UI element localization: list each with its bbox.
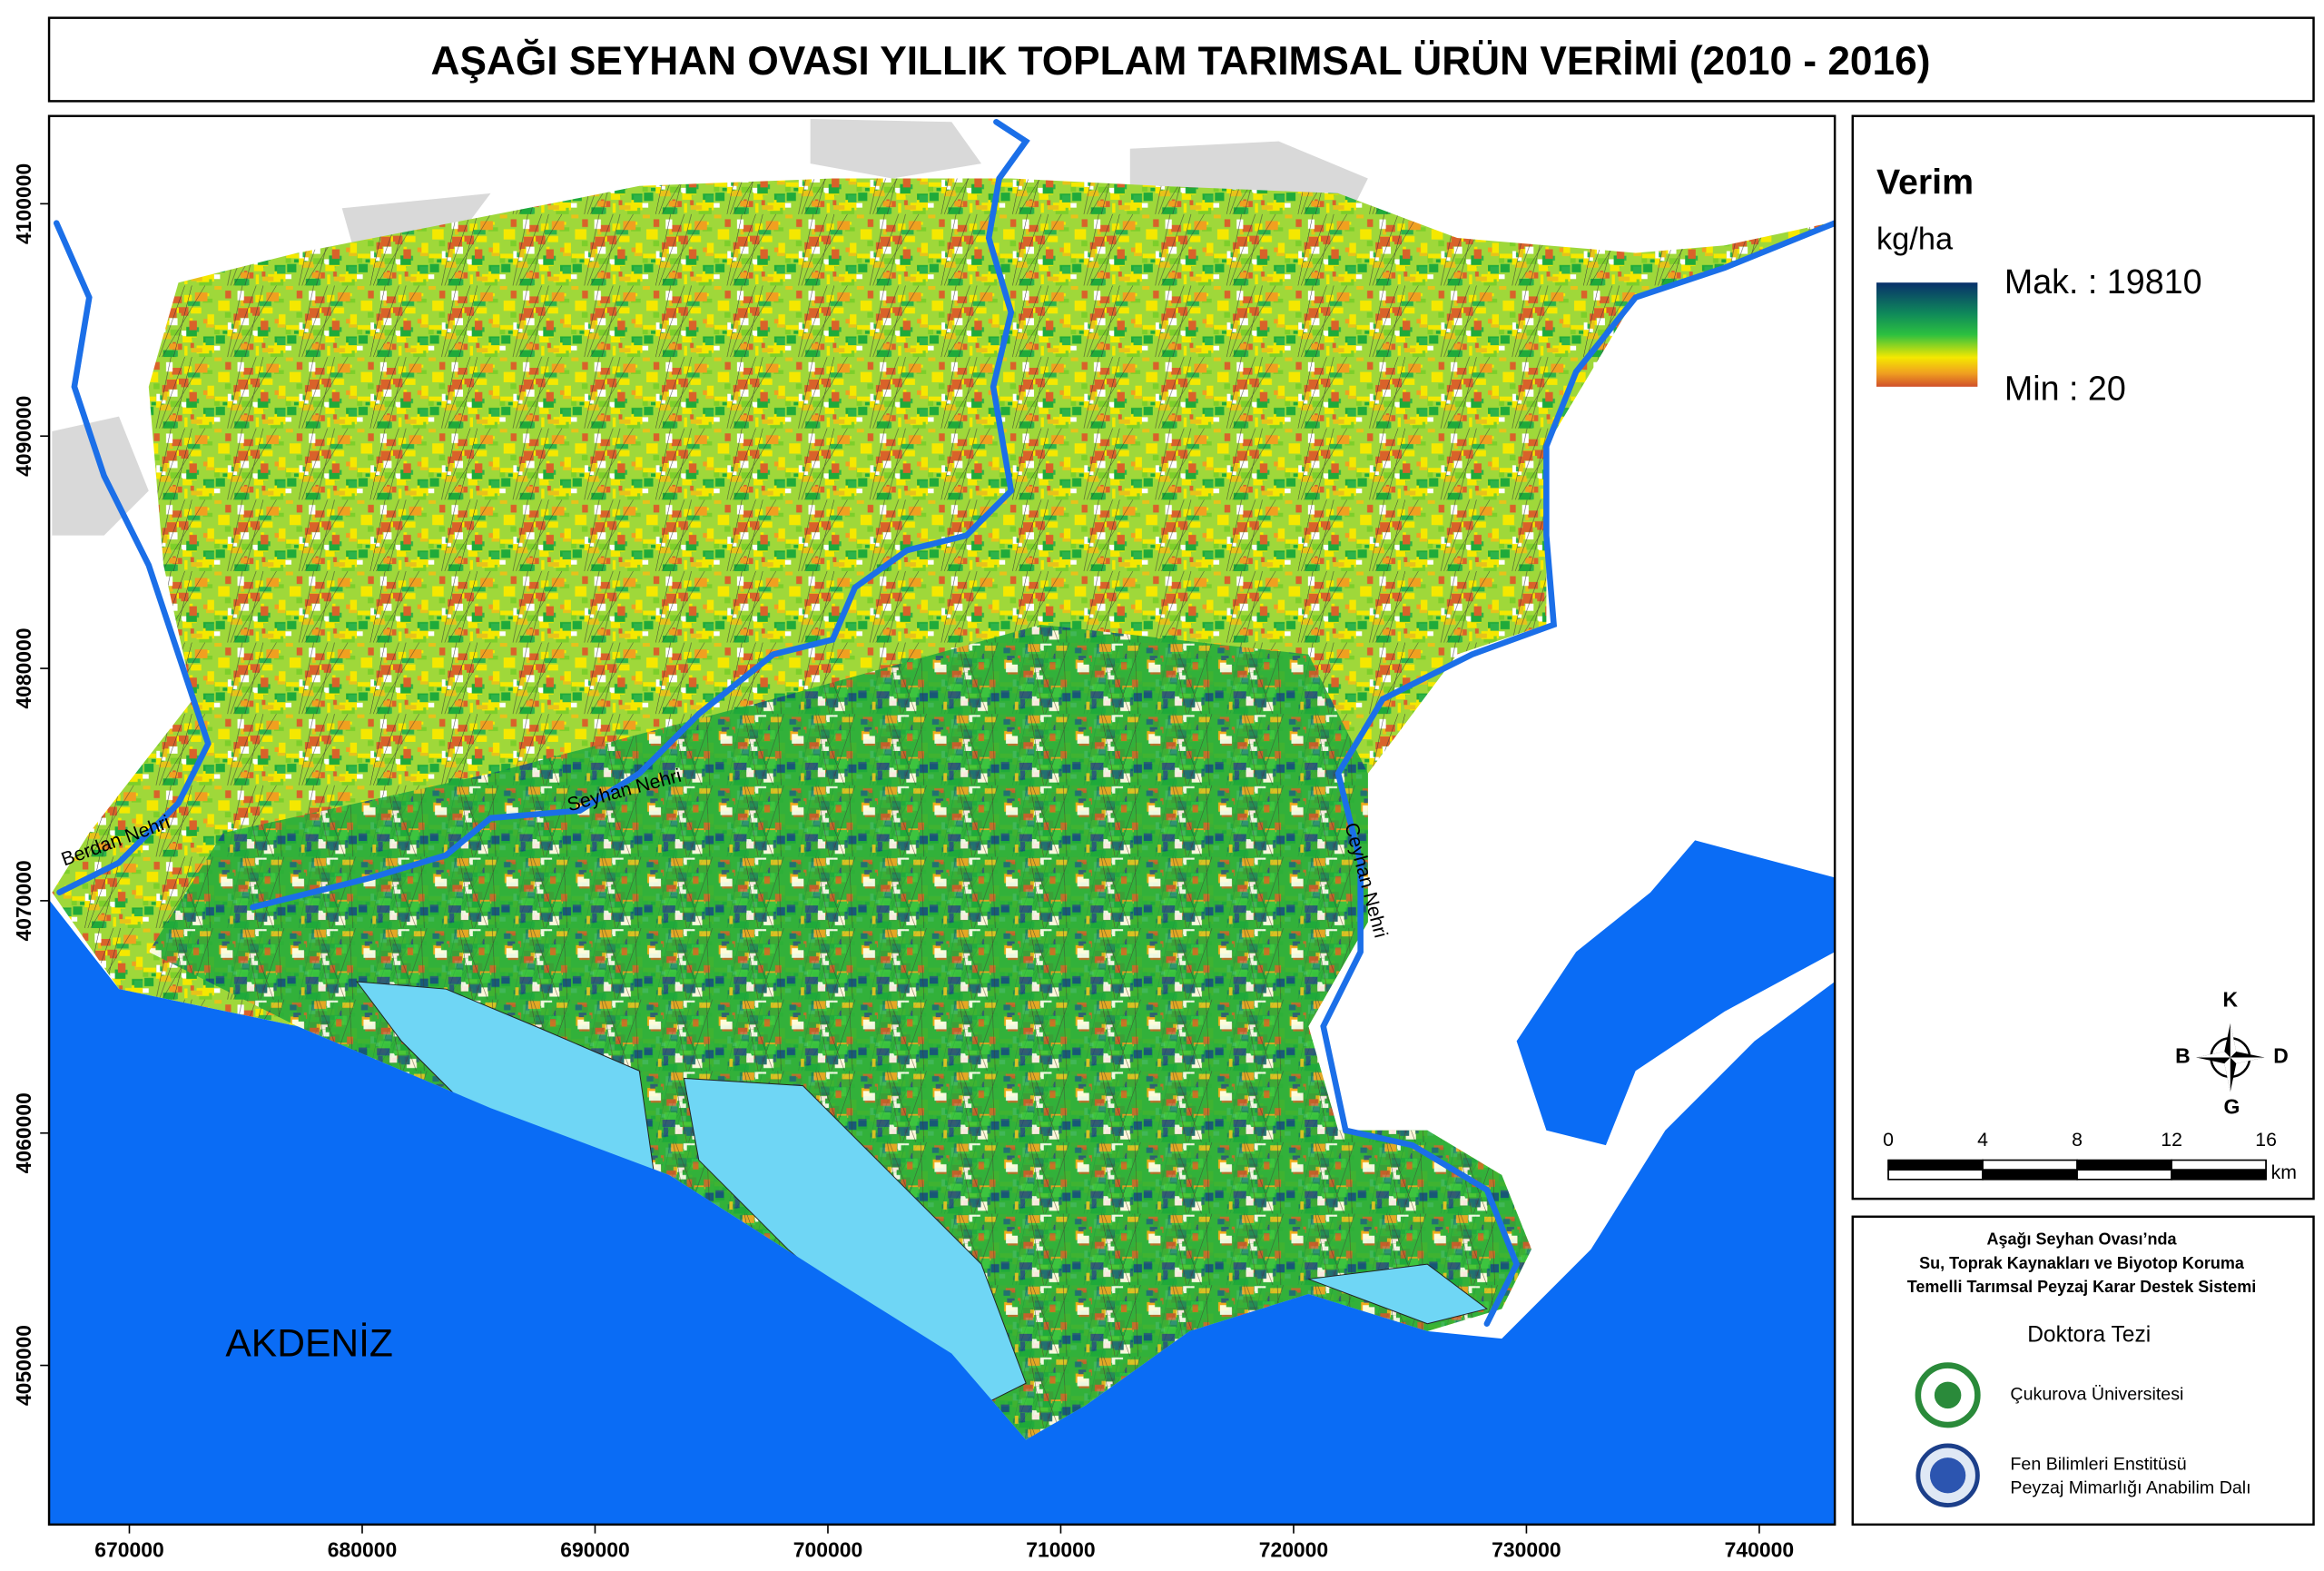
scale-label: 4: [1977, 1129, 1988, 1151]
scale-segment: [2171, 1169, 2267, 1181]
x-tick-label: 740000: [1725, 1537, 1795, 1561]
info-text: Doktora Tezi: [2027, 1322, 2151, 1347]
compass-label: G: [2224, 1094, 2240, 1118]
x-tick-label: 720000: [1259, 1537, 1329, 1561]
y-tick-label: 4070000: [12, 860, 35, 941]
y-tick-label: 4080000: [12, 627, 35, 708]
farmland-south: [148, 624, 1532, 1440]
scale-segment: [2076, 1169, 2172, 1181]
map-title: AŞAĞI SEYHAN OVASI YILLIK TOPLAM TARIMSA…: [431, 38, 1931, 84]
scale-segment: [1887, 1159, 1984, 1171]
x-tick-label: 680000: [328, 1537, 398, 1561]
sea: [49, 840, 1836, 1525]
legend-ramp: [1876, 282, 1978, 387]
scale-segment: [2171, 1159, 2267, 1171]
title-box: [47, 16, 2315, 103]
x-tick-label: 710000: [1026, 1537, 1096, 1561]
info-text: Peyzaj Mimarlığı Anabilim Dalı: [2010, 1478, 2250, 1498]
scale-bar: 0 4 8 12 16 km: [1883, 1129, 2297, 1183]
scale-segment: [2076, 1159, 2172, 1171]
compass-label: D: [2273, 1044, 2289, 1068]
info-text: Çukurova Üniversitesi: [2010, 1385, 2183, 1405]
legend-min: Min : 20: [2004, 370, 2126, 408]
map-area: AKDENİZ Berdan Nehri Seyhan Nehri Ceyhan…: [49, 115, 1836, 1525]
scale-segment: [1982, 1159, 2078, 1171]
scale-segment: [1887, 1169, 1984, 1181]
urban-area: [52, 119, 1368, 536]
seyhan-river: [250, 119, 1030, 911]
compass-label: K: [2223, 987, 2239, 1011]
compass-label: B: [2175, 1044, 2191, 1068]
y-tick-label: 4060000: [12, 1092, 35, 1173]
y-tick-label: 4090000: [12, 396, 35, 477]
scale-label: 12: [2161, 1129, 2182, 1151]
x-tick-label: 700000: [793, 1537, 863, 1561]
x-tick-label: 690000: [560, 1537, 630, 1561]
scale-unit: km: [2271, 1161, 2297, 1183]
scale-segment: [1982, 1169, 2078, 1181]
compass-star: [2196, 1023, 2265, 1092]
info-text: Fen Bilimleri Enstitüsü: [2010, 1454, 2186, 1474]
berdan-river: [53, 220, 212, 895]
coordinate-ticks: 670000 680000 690000 700000 710000 720000 7300…: [12, 163, 1794, 1562]
map-frame: [47, 114, 1837, 1527]
x-tick-label: 670000: [94, 1537, 164, 1561]
y-tick-label: 4100000: [12, 163, 35, 244]
sea-label: AKDENİZ: [225, 1322, 393, 1366]
scale-label: 0: [1883, 1129, 1894, 1151]
university-logo-core: [1934, 1381, 1962, 1409]
institute-logo-core: [1929, 1457, 1966, 1494]
y-tick-label: 4050000: [12, 1325, 35, 1406]
legend-max: Mak. : 19810: [2004, 262, 2202, 301]
compass: K B D G: [2175, 987, 2289, 1118]
scale-label: 8: [2072, 1129, 2083, 1151]
scale-label: 16: [2255, 1129, 2277, 1151]
ceyhan-river: [1320, 220, 1836, 1327]
info-text: Temelli Tarımsal Peyzaj Karar Destek Sis…: [1907, 1278, 2257, 1296]
x-tick-label: 730000: [1492, 1537, 1561, 1561]
info-text: Su, Toprak Kaynakları ve Biyotop Koruma: [1919, 1254, 2245, 1272]
rivers: [53, 119, 1836, 1327]
legend-title: Verim: [1876, 162, 1974, 202]
legend-unit: kg/ha: [1876, 222, 1954, 256]
info-text: Aşağı Seyhan Ovası’nda: [1986, 1230, 2177, 1249]
